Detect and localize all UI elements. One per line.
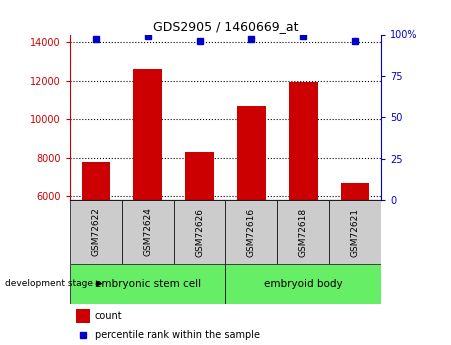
Bar bbox=[226, 264, 381, 304]
Bar bbox=[226, 200, 277, 264]
Bar bbox=[133, 69, 162, 200]
Text: development stage ▶: development stage ▶ bbox=[5, 279, 102, 288]
Text: embryoid body: embryoid body bbox=[264, 279, 343, 289]
Bar bbox=[174, 200, 226, 264]
Bar bbox=[329, 200, 381, 264]
Bar bbox=[82, 161, 110, 200]
Bar bbox=[341, 183, 369, 200]
Bar bbox=[70, 264, 226, 304]
Title: GDS2905 / 1460669_at: GDS2905 / 1460669_at bbox=[153, 20, 298, 33]
Bar bbox=[185, 151, 214, 200]
Text: GSM72616: GSM72616 bbox=[247, 207, 256, 257]
Text: GSM72624: GSM72624 bbox=[143, 208, 152, 256]
Bar bbox=[70, 200, 122, 264]
Bar bbox=[289, 82, 318, 200]
Text: count: count bbox=[95, 311, 122, 321]
Text: percentile rank within the sample: percentile rank within the sample bbox=[95, 330, 260, 339]
Bar bbox=[122, 200, 174, 264]
Text: GSM72622: GSM72622 bbox=[92, 208, 100, 256]
Bar bbox=[237, 106, 266, 200]
Text: GSM72621: GSM72621 bbox=[351, 207, 359, 257]
Text: GSM72626: GSM72626 bbox=[195, 207, 204, 257]
Text: embryonic stem cell: embryonic stem cell bbox=[95, 279, 201, 289]
Bar bbox=[76, 309, 90, 323]
Text: GSM72618: GSM72618 bbox=[299, 207, 308, 257]
Bar bbox=[277, 200, 329, 264]
